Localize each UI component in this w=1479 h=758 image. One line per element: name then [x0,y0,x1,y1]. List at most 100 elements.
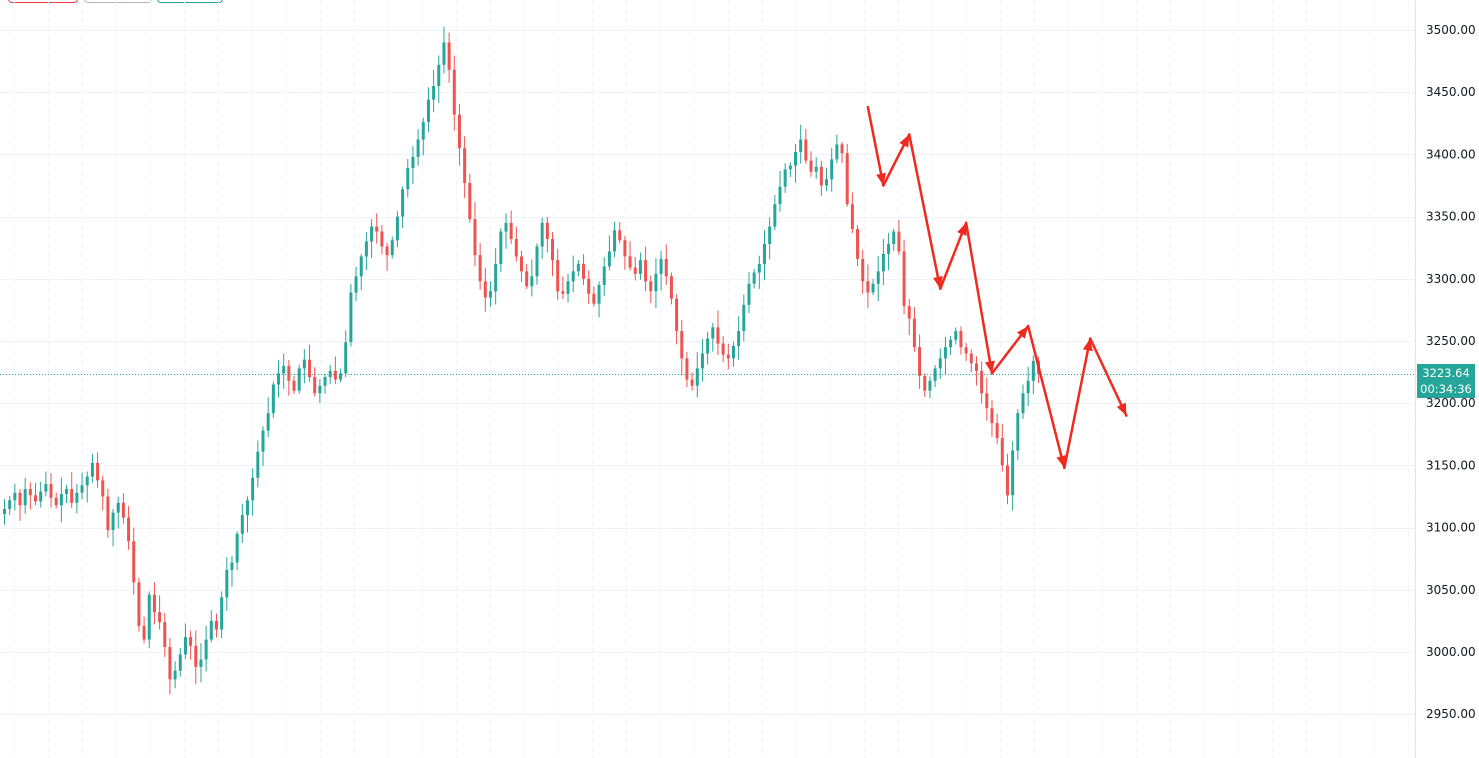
candle [654,258,658,308]
current-price-badge: 3223.64 00:34:36 [1417,364,1475,398]
price-tick-label: 3250.00 [1426,334,1476,348]
candle [530,259,534,297]
candle [664,244,668,285]
candle [49,473,53,508]
candle [520,250,523,282]
price-tick-label: 3400.00 [1426,147,1476,161]
candle [406,159,410,198]
candle [825,168,829,192]
candle [881,238,885,286]
candle [762,230,766,281]
price-tick-label: 3350.00 [1426,210,1476,224]
candle [426,87,430,132]
candle [954,327,958,345]
forecast-arrow [1026,324,1067,470]
candle [277,360,281,398]
candle [251,468,255,516]
candle [39,481,43,508]
candle [721,336,725,363]
candle [990,400,994,437]
candle [685,351,689,388]
candle [483,267,487,312]
candle [783,163,787,193]
candle [447,32,451,83]
candle [602,257,606,296]
forecast-arrow [908,133,943,291]
candles [3,26,1040,695]
current-price-value: 3223.64 [1422,366,1470,380]
candle [804,128,808,164]
candle [354,266,358,302]
candle [432,69,436,113]
candle [142,616,146,644]
candle [437,55,441,103]
price-tick-label: 3500.00 [1426,23,1476,37]
candle [297,364,301,394]
candle [819,160,823,196]
candle [757,255,761,289]
candle [463,136,467,198]
candle [209,610,213,643]
candle [949,335,953,355]
forecast-arrow [866,105,886,187]
candle [613,221,617,258]
candle [778,170,782,212]
candle [380,225,384,255]
candle [726,343,730,370]
candle [318,379,322,404]
candle [711,322,715,352]
candle [551,231,555,277]
candle [623,235,627,270]
candle [70,472,74,509]
candle [473,202,477,266]
candle [282,353,286,389]
candle [576,260,580,277]
candle [706,331,710,365]
candle [132,527,136,595]
candle [902,239,906,315]
candle [845,143,849,207]
candle [494,248,498,305]
candle [225,557,229,611]
candle [964,343,968,361]
candle [871,278,875,296]
candle [716,310,720,356]
candle [680,319,684,376]
candle [561,276,565,299]
candle [1026,366,1030,407]
chart-grid [0,0,1415,758]
candle [416,129,420,166]
candle [127,506,131,550]
candle [788,162,792,178]
candle [928,376,932,399]
candle [452,55,456,131]
candle [421,117,425,156]
candle [814,157,818,179]
candle [385,242,389,271]
candle [44,471,48,497]
candle [985,377,989,421]
candle [731,341,735,367]
candle [333,356,337,385]
candle [292,375,296,394]
price-axis[interactable]: 3500.00 3450.00 3400.00 3350.00 3300.00 3250.… [1426,23,1476,721]
candle [566,273,570,303]
forecast-arrow [964,221,995,375]
candle [80,472,84,500]
candle [116,496,120,529]
candle [375,213,379,244]
candle [675,294,679,345]
price-tick-label: 3300.00 [1426,272,1476,286]
candle [8,496,12,516]
candle [194,630,198,684]
candle [54,492,58,509]
candle [969,349,973,373]
candle [773,195,777,231]
candle [401,186,405,229]
candle [933,365,937,388]
candle [876,256,880,302]
candle [835,134,839,164]
candle [830,148,834,192]
candle [840,141,844,163]
